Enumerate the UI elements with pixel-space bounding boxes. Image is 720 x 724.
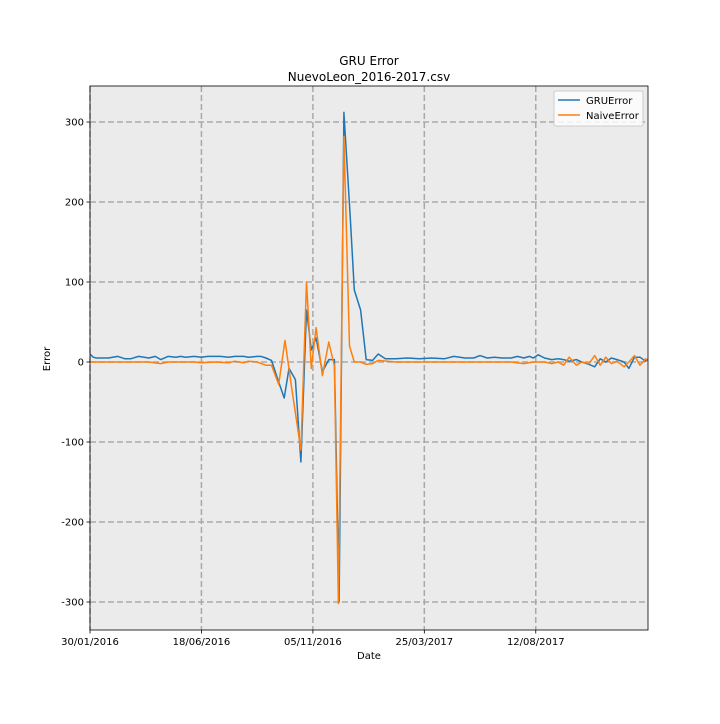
chart-title: GRU Error bbox=[339, 54, 399, 68]
plot-area bbox=[90, 86, 648, 630]
y-axis-label: Error bbox=[42, 346, 53, 371]
y-tick-label: 100 bbox=[65, 278, 84, 289]
y-tick-label: -200 bbox=[61, 518, 84, 529]
y-axis-ticks: 300 200 100 0 -100 -200 -300 bbox=[61, 118, 90, 609]
x-tick-label: 05/11/2016 bbox=[284, 637, 342, 648]
y-tick-label: -100 bbox=[61, 438, 84, 449]
legend-gru-label: GRUError bbox=[586, 96, 633, 107]
x-tick-label: 30/01/2016 bbox=[61, 637, 119, 648]
x-tick-label: 18/06/2016 bbox=[173, 637, 231, 648]
legend: GRUError NaiveError bbox=[553, 90, 644, 127]
x-tick-label: 12/08/2017 bbox=[507, 637, 565, 648]
series-lines bbox=[90, 111, 648, 605]
x-axis-ticks: 30/01/2016 18/06/2016 05/11/2016 25/03/2017… bbox=[61, 630, 565, 648]
x-axis-label: Date bbox=[357, 651, 381, 662]
y-tick-label: 200 bbox=[65, 198, 84, 209]
y-tick-label: 300 bbox=[65, 118, 84, 129]
y-tick-label: -300 bbox=[61, 598, 84, 609]
x-tick-label: 25/03/2017 bbox=[396, 637, 454, 648]
legend-naive-label: NaiveError bbox=[586, 111, 640, 122]
series-line-naiveerror bbox=[90, 135, 648, 605]
chart-subtitle: NuevoLeon_2016-2017.csv bbox=[288, 70, 450, 84]
series-line-gruerror bbox=[90, 111, 648, 603]
plot-frame bbox=[89, 85, 649, 631]
y-tick-label: 0 bbox=[78, 358, 84, 369]
